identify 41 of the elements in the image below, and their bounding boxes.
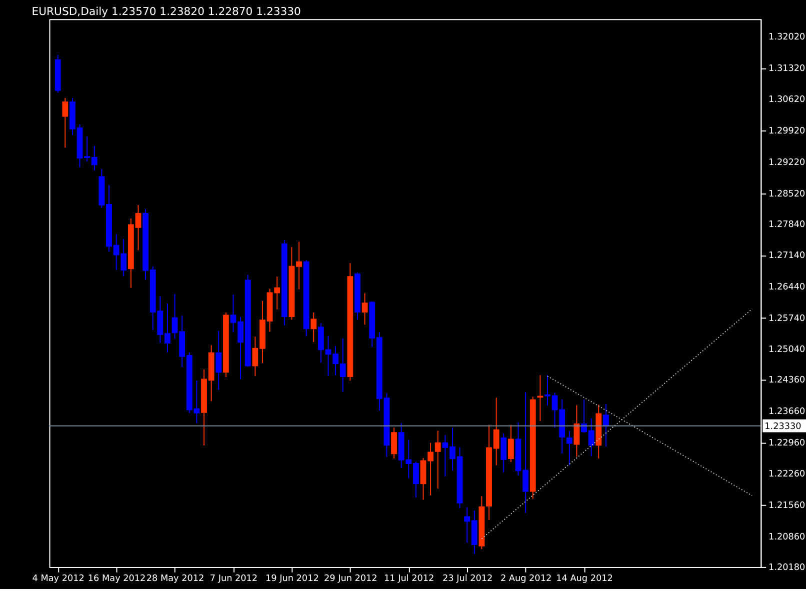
- y-tick-label: 1.24360: [768, 376, 806, 386]
- y-tick-label: 1.30620: [768, 95, 806, 106]
- x-tick-label: 11 Jul 2012: [384, 574, 434, 584]
- candlestick: [500, 432, 507, 473]
- candlestick: [310, 312, 317, 343]
- y-tick-label: 1.28520: [768, 189, 806, 200]
- candlestick: [602, 403, 609, 447]
- y-tick-label: 1.32020: [768, 32, 806, 43]
- y-tick-label: 1.21560: [768, 501, 806, 512]
- candlestick: [362, 292, 368, 326]
- candlestick: [566, 430, 572, 466]
- y-tick-label: 1.26440: [768, 282, 806, 292]
- x-tick-label: 7 Jun 2012: [210, 574, 258, 584]
- chart-title: EURUSD,Daily 1.23570 1.23820 1.22870 1.23330: [32, 5, 302, 18]
- y-tick-label: 1.29920: [768, 126, 806, 137]
- x-tick-label: 16 May 2012: [88, 574, 146, 584]
- x-tick-label: 14 Aug 2012: [556, 574, 613, 584]
- x-tick-label: 19 Jun 2012: [266, 574, 319, 584]
- candlestick: [216, 330, 222, 390]
- y-tick-label: 1.27840: [768, 220, 806, 230]
- y-tick-label: 1.22260: [768, 470, 806, 480]
- ref-line-label: 1.23330: [764, 422, 802, 432]
- y-tick-label: 1.25040: [768, 345, 806, 356]
- candlestick: [434, 430, 441, 490]
- candlestick: [508, 424, 514, 463]
- y-tick-label: 1.27140: [768, 251, 806, 262]
- candlestick: [574, 404, 580, 458]
- x-tick-label: 4 May 2012: [32, 574, 84, 584]
- x-tick-label: 23 Jul 2012: [442, 574, 493, 584]
- y-tick-label: 1.25740: [768, 314, 806, 324]
- y-tick-label: 1.20860: [768, 532, 806, 542]
- x-tick-label: 2 Aug 2012: [500, 574, 552, 584]
- x-tick-label: 29 Jun 2012: [324, 574, 378, 584]
- x-tick-label: 28 May 2012: [146, 574, 204, 584]
- candlestick: [62, 97, 68, 148]
- y-tick-label: 1.29220: [768, 158, 806, 168]
- candlestick: [391, 427, 397, 460]
- y-tick-label: 1.22960: [768, 438, 806, 448]
- y-tick-label: 1.23660: [768, 407, 806, 418]
- y-tick-label: 1.20180: [768, 562, 806, 573]
- y-tick-label: 1.31320: [768, 64, 806, 74]
